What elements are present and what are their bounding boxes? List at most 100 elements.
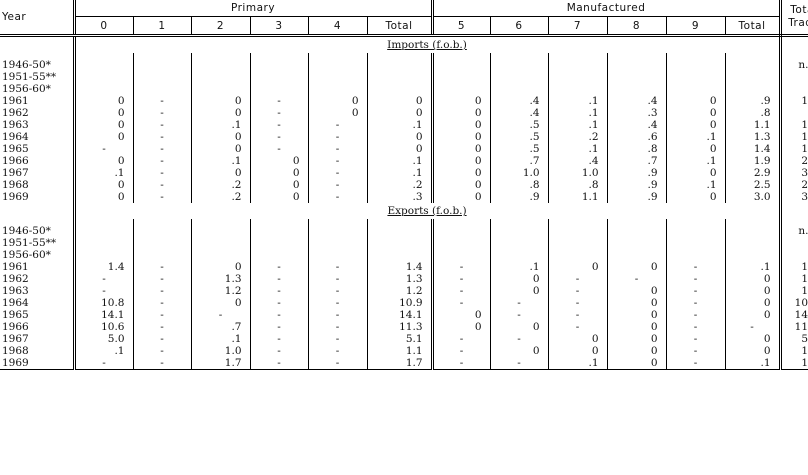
row-year: 1946-50*: [2, 225, 51, 237]
table-cell: 0: [724, 297, 781, 309]
table-cell: .7: [606, 155, 667, 167]
table-cell: [72, 71, 133, 83]
table-cell: .9: [489, 191, 549, 203]
table-cell: 1.0: [778, 95, 808, 107]
table-cell: 1.8: [778, 357, 808, 370]
table-cell: [72, 83, 133, 95]
table-cell: 0: [249, 155, 308, 167]
table-cell: 1.1: [778, 345, 808, 357]
table-cell: 1.0: [190, 345, 250, 357]
gap-cell: [547, 219, 608, 225]
table-cell: -: [307, 167, 367, 179]
table-cell: 0: [489, 273, 549, 285]
table-cell: .1: [724, 261, 781, 273]
table-cell: -: [547, 285, 608, 297]
table-cell: -: [132, 345, 191, 357]
row-year: 1969: [2, 191, 29, 203]
table-cell: .1: [72, 167, 133, 179]
table-cell: [547, 71, 608, 83]
table-cell: 1.7: [366, 357, 433, 370]
table-cell: 11.4: [778, 321, 808, 333]
table-cell: 0: [665, 95, 726, 107]
table-cell: 1.4: [366, 261, 433, 273]
gap-cell: [72, 219, 133, 225]
table-cell: -: [249, 297, 308, 309]
table-cell: 1.0: [489, 167, 549, 179]
table-cell: .1: [190, 155, 250, 167]
table-cell: [606, 59, 667, 71]
table-cell: [489, 237, 549, 249]
table-cell: [606, 225, 667, 237]
table-cell: [430, 237, 491, 249]
table-cell: [489, 59, 549, 71]
total-trade-header: Total Trade: [778, 0, 808, 37]
table-row: 1965--0--00.5.1.801.41.5: [0, 143, 808, 155]
table-cell: 0: [430, 167, 491, 179]
table-cell: .5: [489, 131, 549, 143]
table-cell: [547, 225, 608, 237]
row-year: 1968: [2, 345, 29, 357]
manufactured-header: Manufactured: [430, 0, 781, 17]
table-cell: [606, 237, 667, 249]
table-cell: [547, 237, 608, 249]
table-cell: [665, 71, 726, 83]
table-cell: .6: [778, 237, 808, 249]
table-cell: 10.8: [72, 297, 133, 309]
section-title-spacer: [778, 203, 808, 219]
table-cell: [724, 83, 781, 95]
row-year: 1968: [2, 179, 29, 191]
table-cell: 0: [606, 285, 667, 297]
table-cell: 0: [190, 95, 250, 107]
table-cell: -: [249, 345, 308, 357]
row-year: 1961: [2, 95, 29, 107]
table-cell: 1.1: [778, 119, 808, 131]
table-cell: [724, 71, 781, 83]
table-cell: 0: [366, 131, 433, 143]
table-cell: 0: [724, 285, 781, 297]
table-cell: 0: [606, 321, 667, 333]
table-cell: .1: [665, 179, 726, 191]
table-cell: -: [430, 345, 491, 357]
gap-cell: [724, 219, 781, 225]
table-cell: -: [132, 131, 191, 143]
table-cell: 0: [190, 261, 250, 273]
section-title-row: Imports (f.o.b.): [0, 35, 808, 53]
table-cell: -: [307, 191, 367, 203]
table-cell: .1: [547, 119, 608, 131]
table-cell: 0: [724, 273, 781, 285]
gap-cell: [778, 53, 808, 59]
section-title: Exports (f.o.b.): [72, 203, 781, 219]
table-cell: 0: [430, 119, 491, 131]
table-cell: 0: [72, 179, 133, 191]
gap-cell: [249, 53, 308, 59]
table-cell: [190, 59, 250, 71]
table-cell: [249, 83, 308, 95]
table-cell: .9: [724, 95, 781, 107]
table-cell: .4: [489, 95, 549, 107]
gap-cell: [489, 219, 549, 225]
row-year: 1962: [2, 107, 29, 119]
table-cell: -: [249, 131, 308, 143]
gap-cell: [132, 219, 191, 225]
gap-cell: [366, 53, 433, 59]
table-cell: 10.9: [366, 297, 433, 309]
table-cell: 0: [190, 131, 250, 143]
table-cell: 0: [665, 167, 726, 179]
row-year: 1956-60*: [2, 83, 51, 95]
table-cell: 0: [724, 345, 781, 357]
gap-cell: [132, 53, 191, 59]
table-cell: -: [132, 155, 191, 167]
table-cell: -: [132, 273, 191, 285]
table-cell: n.a.: [778, 59, 808, 71]
table-cell: -: [307, 357, 367, 370]
table-cell: 0: [366, 95, 433, 107]
column-header-sitc-9: 9: [665, 16, 726, 37]
table-cell: [190, 237, 250, 249]
table-cell: .9: [606, 179, 667, 191]
table-cell: -: [249, 333, 308, 345]
table-cell: -: [132, 309, 191, 321]
table-cell: -: [547, 309, 608, 321]
table-cell: -: [132, 107, 191, 119]
table-cell: .1: [366, 155, 433, 167]
